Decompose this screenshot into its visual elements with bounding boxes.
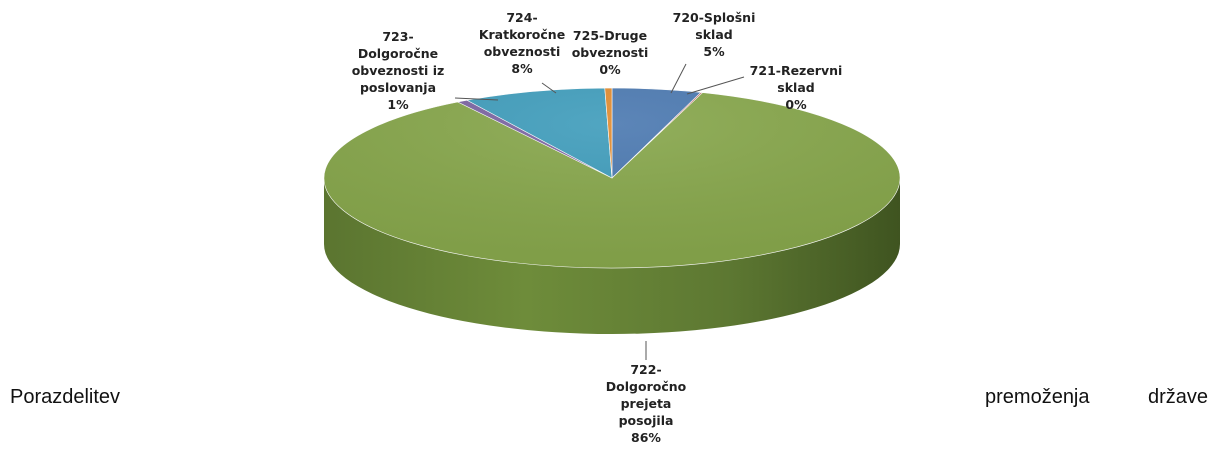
slice-label-720: 720-Splošni sklad 5% <box>673 10 756 59</box>
slice-side-722 <box>324 178 900 334</box>
slice-label-723: 723- Dolgoročne obveznosti iz poslovanja 1% <box>352 29 445 112</box>
leader-line-720 <box>670 63 687 94</box>
slice-label-line: 1% <box>387 97 409 112</box>
slice-label-line: 725-Druge <box>573 28 647 43</box>
slice-label-line: obveznosti <box>572 45 649 60</box>
leader-line-723 <box>454 97 499 101</box>
slice-label-line: poslovanja <box>360 80 436 95</box>
slice-label-line: posojila <box>619 413 674 428</box>
slice-label-line: 0% <box>599 62 621 77</box>
pie-top-shade <box>324 88 900 268</box>
slice-label-line: Dolgoročne <box>358 46 438 61</box>
leader-line-724 <box>541 82 557 94</box>
slice-label-line: obveznosti <box>484 44 561 59</box>
slice-label-line: Kratkoročne <box>479 27 565 42</box>
slice-label-line: obveznosti iz <box>352 63 445 78</box>
slice-label-line: Dolgoročno <box>606 379 687 394</box>
slice-label-line: 720-Splošni <box>673 10 756 25</box>
slice-label-line: 722- <box>630 362 661 377</box>
slice-label-line: 723- <box>382 29 413 44</box>
slice-label-line: sklad <box>695 27 732 42</box>
slice-label-line: 0% <box>785 97 807 112</box>
slice-label-line: 5% <box>703 44 725 59</box>
slice-label-line: 721-Rezervni <box>750 63 843 78</box>
slice-label-line: sklad <box>777 80 814 95</box>
slice-label-725: 725-Druge obveznosti 0% <box>572 28 649 77</box>
slice-label-724: 724- Kratkoročne obveznosti 8% <box>479 10 565 76</box>
caption-text-left: Porazdelitev <box>10 386 121 408</box>
slice-label-line: prejeta <box>621 396 672 411</box>
caption-text-right-1: premoženja <box>985 386 1090 408</box>
slice-label-722: 722- Dolgoročno prejeta posojila 86% <box>606 362 687 445</box>
slice-label-line: 724- <box>506 10 537 25</box>
slice-label-line: 86% <box>631 430 661 445</box>
slice-label-721: 721-Rezervni sklad 0% <box>750 63 843 112</box>
leader-line-721 <box>686 76 745 95</box>
slice-label-line: 8% <box>511 61 533 76</box>
caption-text-right-2: države <box>1148 386 1209 408</box>
